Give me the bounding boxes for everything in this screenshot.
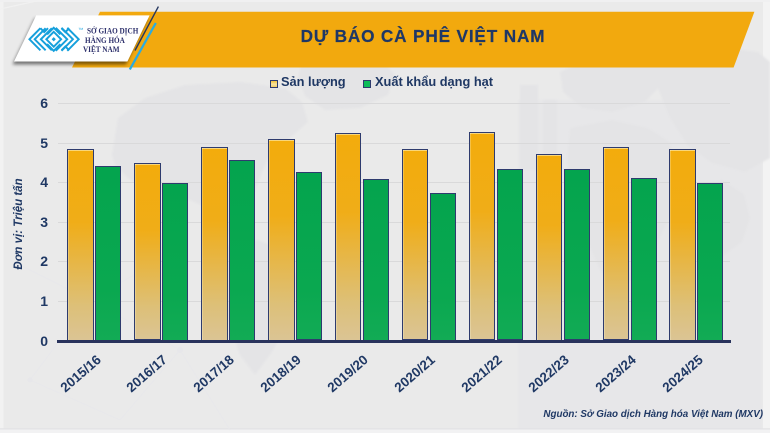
svg-text:SỞ GIAO DỊCH: SỞ GIAO DỊCH	[87, 25, 138, 36]
svg-text:VIỆT NAM: VIỆT NAM	[83, 45, 120, 55]
svg-text:HÀNG HÓA: HÀNG HÓA	[85, 34, 125, 45]
svg-text:™: ™	[78, 28, 84, 34]
